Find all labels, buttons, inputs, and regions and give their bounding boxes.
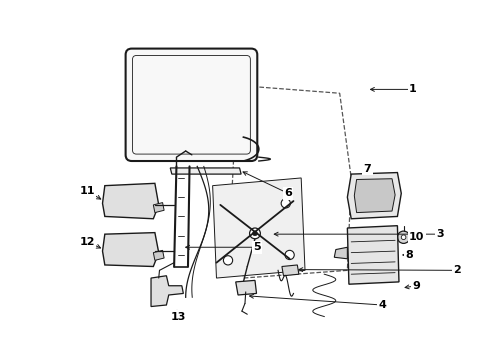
Polygon shape	[151, 276, 183, 306]
Text: 12: 12	[79, 237, 95, 247]
Circle shape	[116, 199, 120, 203]
Circle shape	[401, 235, 406, 239]
Polygon shape	[354, 179, 395, 213]
Circle shape	[181, 134, 183, 137]
Circle shape	[287, 267, 294, 274]
Circle shape	[397, 231, 410, 243]
Circle shape	[281, 199, 291, 208]
FancyBboxPatch shape	[125, 49, 257, 161]
Polygon shape	[347, 172, 401, 219]
Text: 2: 2	[454, 265, 462, 275]
Circle shape	[354, 190, 364, 199]
Polygon shape	[153, 203, 164, 213]
Polygon shape	[236, 280, 257, 295]
Polygon shape	[171, 168, 241, 174]
Circle shape	[137, 247, 142, 252]
Text: 5: 5	[253, 242, 261, 252]
Text: 10: 10	[409, 232, 424, 242]
Circle shape	[223, 256, 233, 265]
Text: 3: 3	[436, 229, 443, 239]
Circle shape	[169, 127, 171, 129]
Polygon shape	[282, 265, 299, 276]
Circle shape	[196, 169, 199, 173]
Text: 1: 1	[409, 84, 416, 94]
Circle shape	[181, 119, 183, 121]
Circle shape	[137, 199, 142, 203]
Text: 9: 9	[413, 281, 420, 291]
Circle shape	[134, 244, 145, 255]
Polygon shape	[102, 233, 159, 266]
Polygon shape	[213, 178, 305, 278]
Circle shape	[211, 169, 215, 173]
Circle shape	[249, 228, 260, 239]
Text: 6: 6	[284, 188, 292, 198]
Circle shape	[226, 169, 230, 173]
Text: 4: 4	[378, 300, 386, 310]
Text: 8: 8	[405, 250, 413, 260]
Circle shape	[242, 284, 249, 292]
Text: 13: 13	[171, 311, 186, 321]
Polygon shape	[347, 226, 399, 284]
Circle shape	[253, 231, 257, 236]
Polygon shape	[334, 247, 347, 259]
Circle shape	[386, 191, 393, 199]
Text: 11: 11	[79, 186, 95, 196]
Circle shape	[113, 195, 123, 206]
Circle shape	[113, 244, 123, 255]
Text: 7: 7	[364, 164, 371, 174]
Circle shape	[180, 169, 184, 173]
Circle shape	[285, 250, 294, 260]
Circle shape	[134, 195, 145, 206]
Polygon shape	[153, 250, 164, 260]
Circle shape	[192, 127, 195, 129]
Polygon shape	[102, 183, 159, 219]
Circle shape	[116, 247, 120, 252]
